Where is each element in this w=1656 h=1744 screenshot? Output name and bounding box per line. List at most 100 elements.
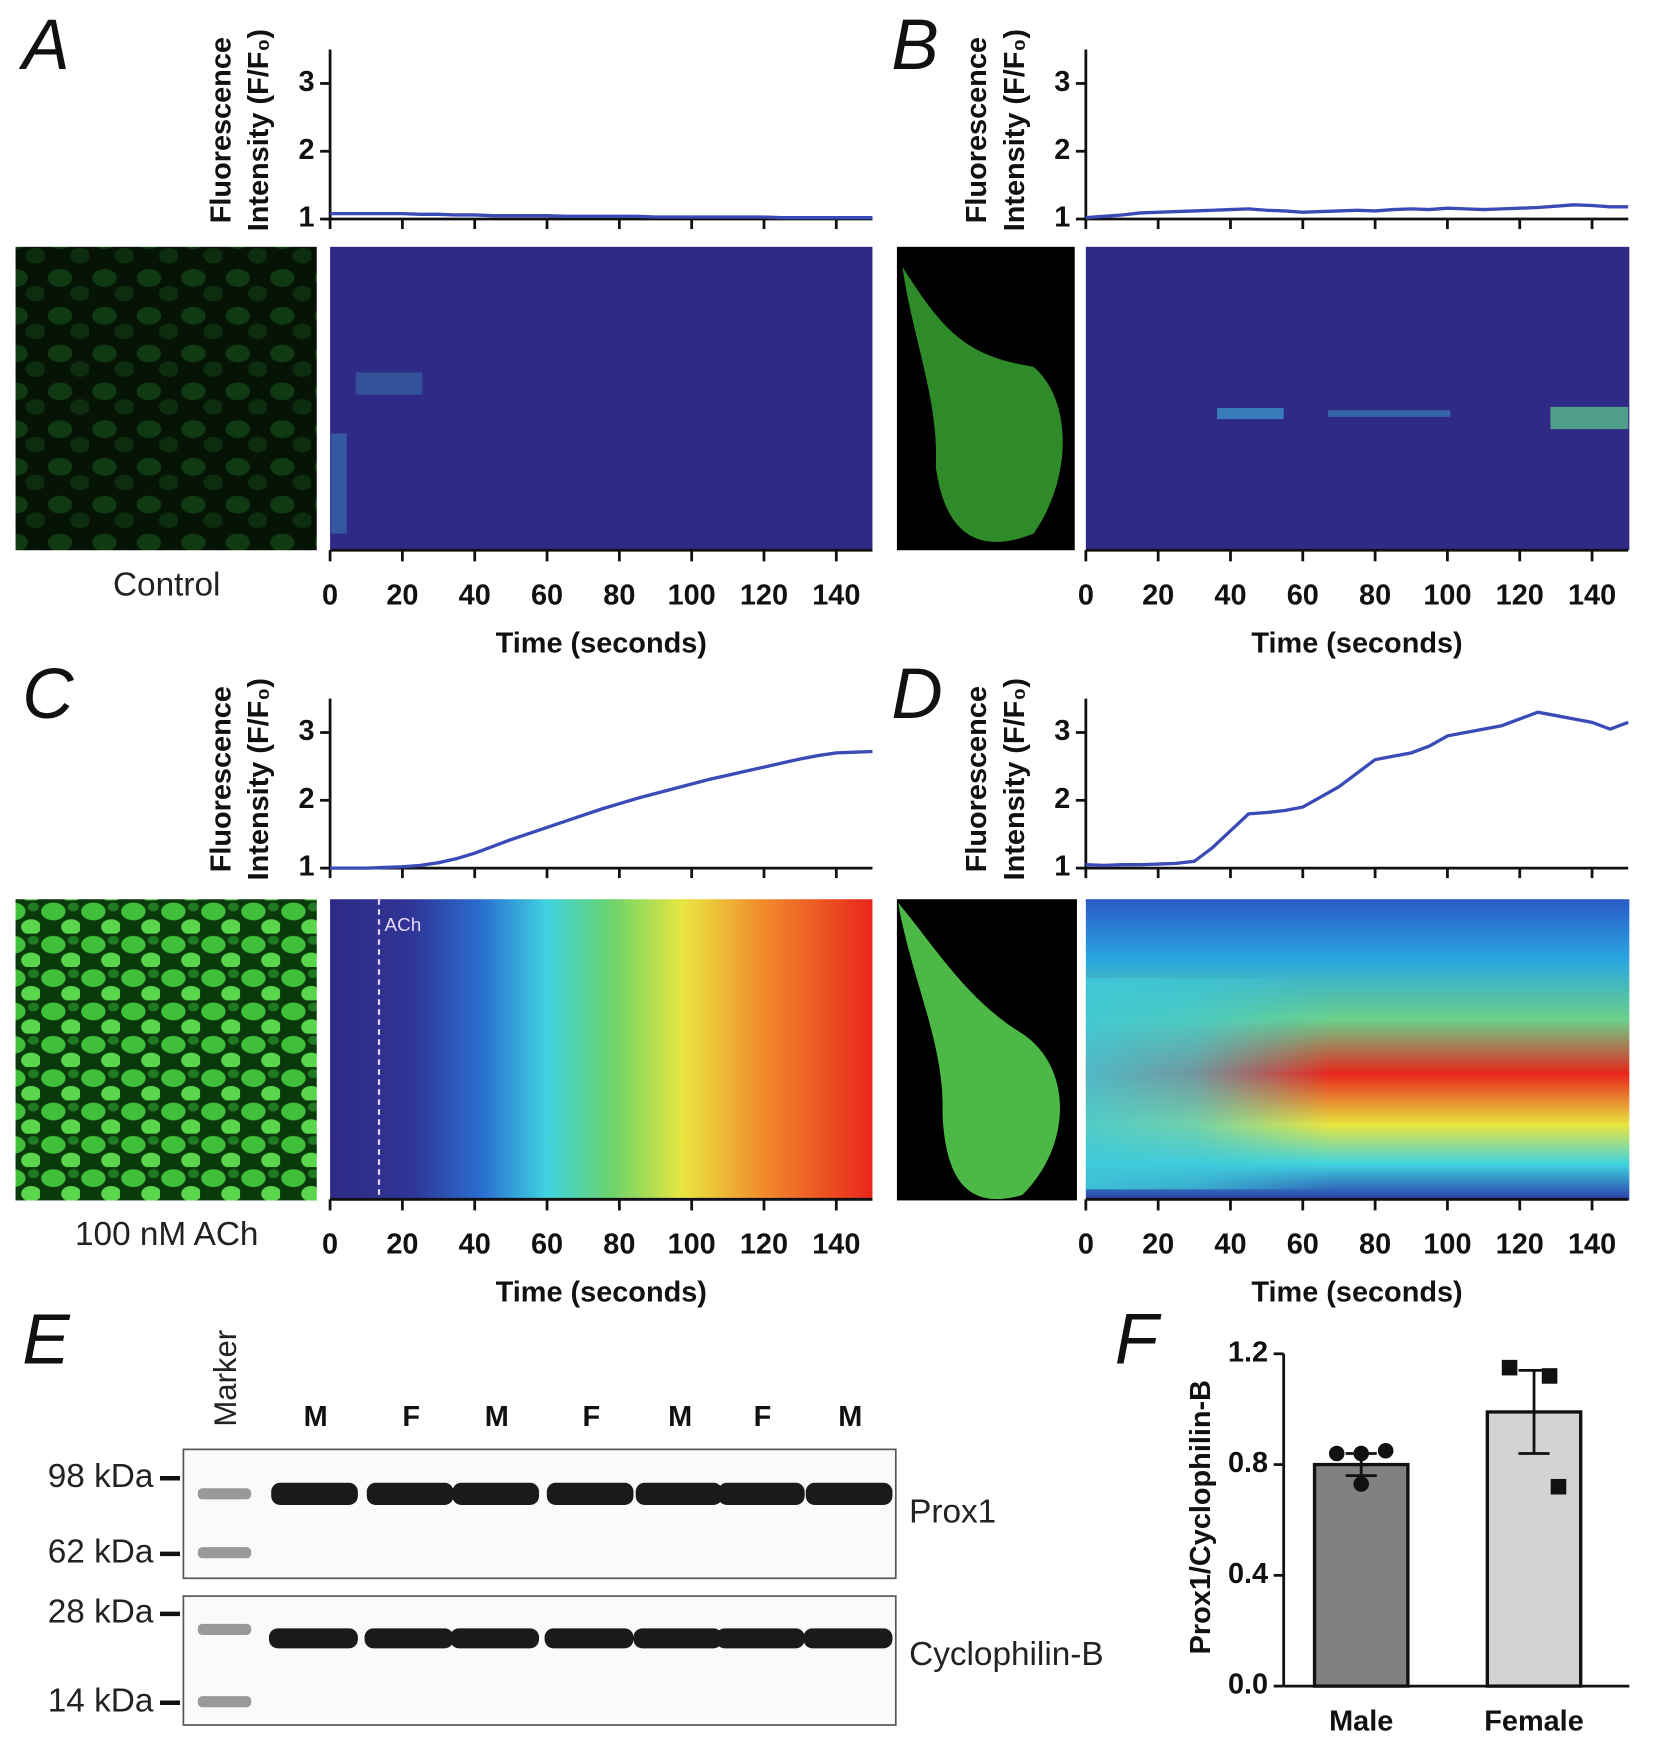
trace xyxy=(330,749,873,870)
x-tick-label: 20 xyxy=(386,580,418,612)
x-tick-label: 60 xyxy=(1287,1229,1319,1261)
band xyxy=(805,1482,893,1505)
heatmap-spot xyxy=(1550,406,1629,430)
heatmap-spot xyxy=(355,372,423,395)
x-tick-label: 0 xyxy=(322,1229,338,1261)
band xyxy=(366,1482,454,1505)
data-point xyxy=(1541,1368,1558,1384)
y-tick-label: 1 xyxy=(1054,851,1070,883)
x-tick-label: 100 xyxy=(668,1229,716,1261)
y-tick-label: 3 xyxy=(1054,715,1070,747)
heatmap-spot xyxy=(1216,407,1284,420)
trace xyxy=(330,211,873,220)
protein-label: Cyclophilin-B xyxy=(909,1636,1104,1673)
panel-letter: C xyxy=(22,655,74,734)
x-tick-label: 120 xyxy=(1496,580,1544,612)
band xyxy=(364,1628,454,1649)
data-point xyxy=(1550,1478,1567,1495)
ladder-band xyxy=(197,1623,252,1635)
x-tick-label: 0 xyxy=(1078,580,1094,612)
y-tick-label: 1 xyxy=(298,851,314,883)
data-point xyxy=(1328,1445,1345,1462)
x-tick-label: 140 xyxy=(812,580,860,612)
marker-label: Marker xyxy=(208,1330,243,1427)
micrograph xyxy=(15,246,317,551)
ladder-label: 98 kDa xyxy=(48,1458,154,1495)
y-axis-label: Prox1/Cyclophilin-B xyxy=(1185,1380,1217,1654)
y-tick-label: 3 xyxy=(298,66,314,98)
band xyxy=(715,1628,805,1649)
x-tick-label: 140 xyxy=(1568,1229,1616,1261)
y-tick-label: 2 xyxy=(298,783,314,815)
bar xyxy=(1312,1462,1410,1688)
band xyxy=(268,1628,358,1649)
lane-label: F xyxy=(754,1401,772,1433)
y-tick-label: 0.0 xyxy=(1228,1669,1268,1701)
y-tick-label: 2 xyxy=(1054,783,1070,815)
annotation: ACh xyxy=(385,915,422,936)
data-point xyxy=(1353,1445,1369,1462)
ladder-band xyxy=(197,1488,252,1500)
x-tick-label: 80 xyxy=(603,580,635,612)
x-tick-label: 40 xyxy=(459,1229,491,1261)
x-tick-label: 60 xyxy=(531,580,563,612)
x-tick-label: 20 xyxy=(386,1229,418,1261)
lane-label: F xyxy=(402,1401,420,1433)
x-axis-label: Time (seconds) xyxy=(1251,627,1462,659)
lane-label: F xyxy=(582,1401,600,1433)
heatmap xyxy=(330,899,873,1201)
lane-label: M xyxy=(668,1401,692,1433)
y-tick-label: 1.2 xyxy=(1228,1336,1268,1368)
bar xyxy=(1485,1410,1583,1688)
western-blot: E Marker M F M F M F M 98 kDa 62 kDa 28 kDa 14 kDa… xyxy=(22,1301,1104,1726)
data-point xyxy=(1353,1476,1369,1492)
heatmap-spot xyxy=(1328,410,1451,417)
heatmap xyxy=(330,246,873,551)
x-tick-label: 20 xyxy=(1142,580,1174,612)
x-tick-label: 40 xyxy=(1214,1229,1246,1261)
ladder-label: 28 kDa xyxy=(48,1594,154,1631)
x-axis-label: Time (seconds) xyxy=(496,627,707,659)
heatmap xyxy=(1085,246,1630,551)
x-tick-label: 120 xyxy=(1496,1229,1544,1261)
data-point xyxy=(1501,1359,1518,1376)
x-tick-label: 80 xyxy=(1359,580,1391,612)
trace xyxy=(1085,710,1629,868)
x-tick-label: 120 xyxy=(740,1229,788,1261)
ladder-band xyxy=(197,1547,252,1559)
y-tick-label: 2 xyxy=(1054,134,1070,166)
x-tick-label: 120 xyxy=(740,580,788,612)
blot-frame xyxy=(182,1595,897,1726)
band xyxy=(803,1628,893,1649)
caption: 100 nM ACh xyxy=(75,1216,258,1253)
x-tick-label: 100 xyxy=(668,580,716,612)
lane-label: M xyxy=(838,1401,862,1433)
heatmap-spot xyxy=(331,433,347,534)
lane-label: M xyxy=(304,1401,328,1433)
y-tick-label: 3 xyxy=(298,715,314,747)
x-tick-label: 60 xyxy=(531,1229,563,1261)
x-tick-label: 80 xyxy=(1359,1229,1391,1261)
x-axis-label: Time (seconds) xyxy=(496,1276,707,1308)
blot-frame xyxy=(182,1448,897,1580)
band xyxy=(452,1482,540,1505)
y-tick-label: 0.8 xyxy=(1228,1447,1268,1479)
x-axis-label: Time (seconds) xyxy=(1251,1276,1462,1308)
band xyxy=(717,1482,805,1505)
x-tick-label: 40 xyxy=(1214,580,1246,612)
band xyxy=(633,1628,723,1649)
protein-label: Prox1 xyxy=(909,1494,996,1531)
x-tick-label: 100 xyxy=(1423,580,1471,612)
x-tick-label: 20 xyxy=(1142,1229,1174,1261)
ladder-label: 62 kDa xyxy=(48,1534,154,1571)
cell xyxy=(898,902,1061,1200)
x-tick-label: 100 xyxy=(1423,1229,1471,1261)
x-tick-label: Female xyxy=(1484,1705,1584,1737)
cell xyxy=(902,266,1063,542)
panel-letter: E xyxy=(22,1301,71,1380)
band xyxy=(450,1628,540,1649)
micrograph xyxy=(15,899,317,1201)
x-tick-label: 80 xyxy=(603,1229,635,1261)
heatmap-overlay xyxy=(1085,978,1630,1190)
